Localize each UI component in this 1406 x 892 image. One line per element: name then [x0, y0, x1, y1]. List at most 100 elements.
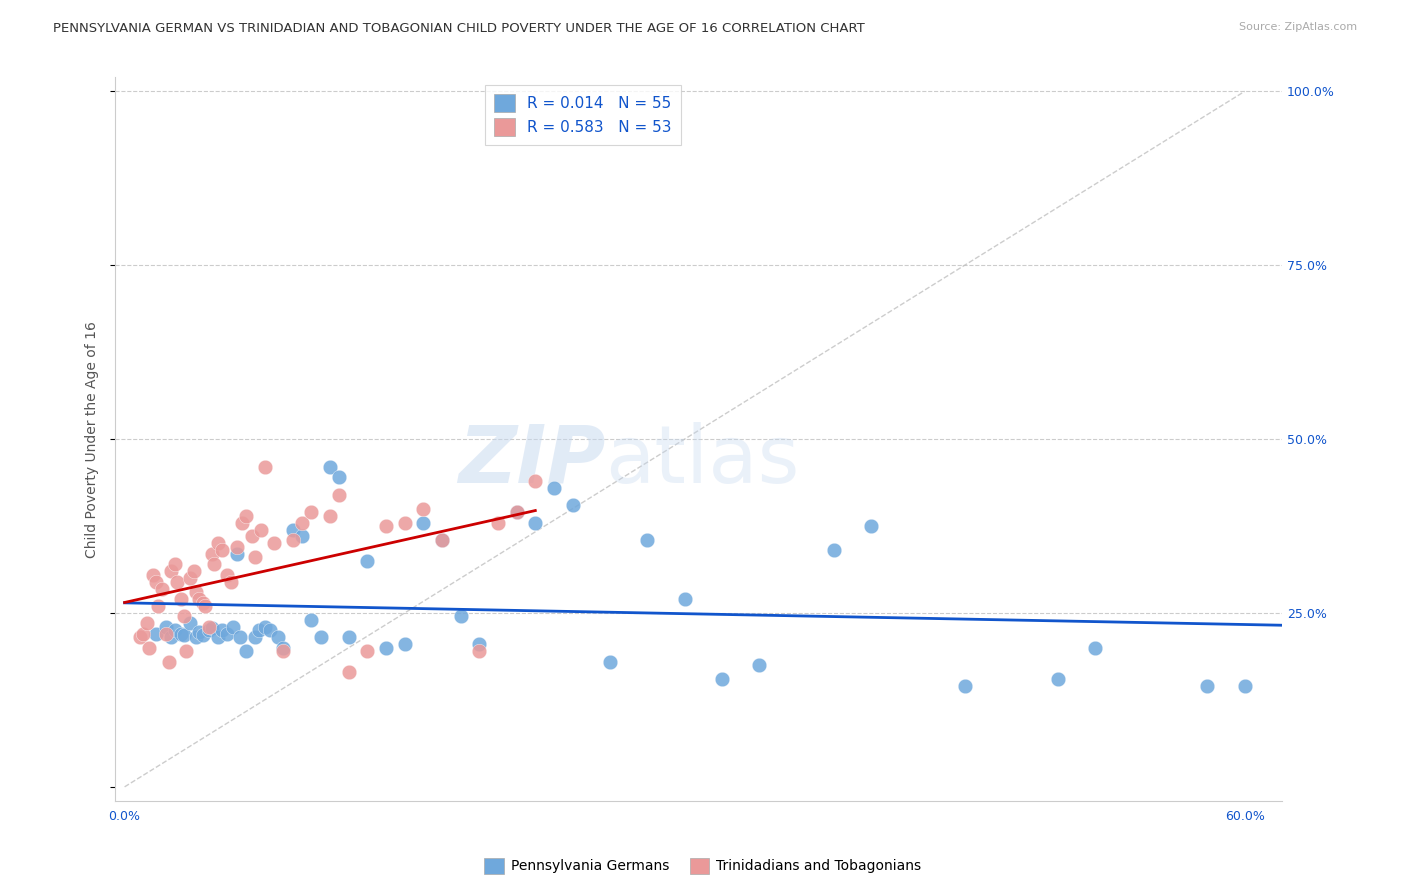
- Point: [225, 547, 247, 561]
- Point: [184, 585, 207, 599]
- Point: [253, 620, 276, 634]
- Point: [138, 640, 160, 655]
- Point: [145, 574, 167, 589]
- Point: [217, 627, 239, 641]
- Point: [319, 459, 342, 474]
- Text: PENNSYLVANIA GERMAN VS TRINIDADIAN AND TOBAGONIAN CHILD POVERTY UNDER THE AGE OF: PENNSYLVANIA GERMAN VS TRINIDADIAN AND T…: [53, 22, 865, 36]
- Point: [748, 658, 770, 673]
- Point: [184, 630, 207, 644]
- Point: [543, 481, 565, 495]
- Point: [229, 630, 252, 644]
- Point: [169, 592, 191, 607]
- Point: [524, 474, 547, 488]
- Point: [636, 533, 658, 547]
- Point: [337, 630, 360, 644]
- Point: [174, 644, 197, 658]
- Point: [337, 665, 360, 679]
- Point: [179, 616, 201, 631]
- Point: [505, 505, 527, 519]
- Point: [468, 644, 491, 658]
- Point: [430, 533, 453, 547]
- Point: [356, 554, 378, 568]
- Point: [823, 543, 845, 558]
- Point: [201, 547, 224, 561]
- Point: [375, 640, 398, 655]
- Point: [211, 624, 233, 638]
- Point: [136, 616, 159, 631]
- Point: [169, 627, 191, 641]
- Point: [173, 628, 195, 642]
- Point: [219, 574, 242, 589]
- Point: [247, 624, 270, 638]
- Point: [245, 550, 267, 565]
- Point: [266, 630, 288, 644]
- Text: ZIP: ZIP: [458, 422, 606, 500]
- Point: [155, 620, 177, 634]
- Point: [148, 599, 170, 613]
- Point: [142, 567, 165, 582]
- Point: [505, 505, 527, 519]
- Point: [299, 613, 322, 627]
- Point: [271, 640, 294, 655]
- Text: atlas: atlas: [606, 422, 800, 500]
- Point: [673, 592, 696, 607]
- Point: [128, 630, 150, 644]
- Point: [207, 536, 229, 550]
- Point: [281, 533, 304, 547]
- Point: [1046, 672, 1069, 686]
- Point: [225, 540, 247, 554]
- Point: [1084, 640, 1107, 655]
- Point: [711, 672, 734, 686]
- Point: [271, 644, 294, 658]
- Point: [468, 637, 491, 651]
- Point: [155, 627, 177, 641]
- Point: [179, 571, 201, 585]
- Legend: R = 0.014   N = 55, R = 0.583   N = 53: R = 0.014 N = 55, R = 0.583 N = 53: [485, 85, 681, 145]
- Point: [375, 519, 398, 533]
- Point: [291, 516, 314, 530]
- Point: [173, 609, 195, 624]
- Point: [191, 628, 214, 642]
- Point: [299, 505, 322, 519]
- Point: [291, 529, 314, 543]
- Point: [207, 630, 229, 644]
- Point: [163, 624, 186, 638]
- Point: [309, 630, 332, 644]
- Point: [183, 564, 205, 578]
- Point: [319, 508, 342, 523]
- Point: [201, 621, 224, 635]
- Point: [356, 644, 378, 658]
- Point: [132, 627, 155, 641]
- Point: [430, 533, 453, 547]
- Point: [860, 519, 883, 533]
- Point: [450, 609, 472, 624]
- Point: [1233, 679, 1256, 693]
- Point: [394, 637, 416, 651]
- Point: [412, 501, 434, 516]
- Point: [328, 470, 350, 484]
- Point: [561, 498, 583, 512]
- Point: [202, 558, 225, 572]
- Point: [194, 599, 217, 613]
- Point: [263, 536, 285, 550]
- Point: [222, 620, 245, 634]
- Point: [524, 516, 547, 530]
- Point: [188, 592, 211, 607]
- Point: [394, 516, 416, 530]
- Point: [160, 630, 183, 644]
- Point: [953, 679, 976, 693]
- Y-axis label: Child Poverty Under the Age of 16: Child Poverty Under the Age of 16: [86, 320, 100, 558]
- Point: [197, 624, 219, 638]
- Point: [163, 558, 186, 572]
- Point: [217, 567, 239, 582]
- Point: [599, 655, 621, 669]
- Point: [145, 627, 167, 641]
- Point: [1197, 679, 1219, 693]
- Point: [240, 529, 263, 543]
- Point: [211, 543, 233, 558]
- Point: [259, 624, 281, 638]
- Point: [235, 508, 257, 523]
- Point: [281, 523, 304, 537]
- Point: [197, 620, 219, 634]
- Legend: Pennsylvania Germans, Trinidadians and Tobagonians: Pennsylvania Germans, Trinidadians and T…: [478, 851, 928, 880]
